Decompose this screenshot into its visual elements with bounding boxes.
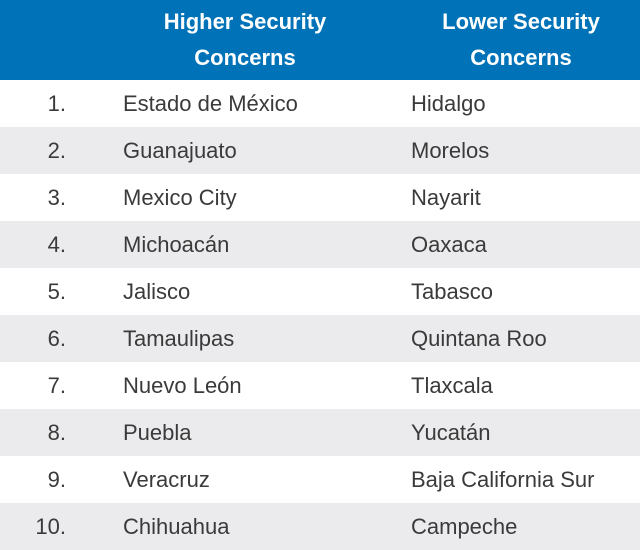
table-row: 4. Michoacán Oaxaca [0,221,640,268]
header-line: Higher Security [163,9,327,34]
table-row: 3. Mexico City Nayarit [0,174,640,221]
lower-concern-cell: Campeche [411,514,518,539]
rank-cell: 9. [47,467,66,492]
lower-concern-cell: Hidalgo [411,91,486,116]
higher-concern-cell: Michoacán [123,232,230,257]
rank-cell: 7. [47,373,66,398]
higher-concern-cell: Veracruz [123,467,210,492]
header-higher-security: Higher Security Concerns [115,4,375,76]
higher-concern-cell: Guanajuato [123,138,237,163]
rank-cell: 4. [47,232,66,257]
table-row: 2. Guanajuato Morelos [0,127,640,174]
header-line: Concerns [470,45,572,70]
higher-concern-cell: Tamaulipas [123,326,235,351]
table-row: 5. Jalisco Tabasco [0,268,640,315]
lower-concern-cell: Morelos [411,138,490,163]
higher-concern-cell: Estado de México [123,91,298,116]
table-row: 9. Veracruz Baja California Sur [0,456,640,503]
lower-concern-cell: Baja California Sur [411,467,595,492]
table-body: 1. Estado de México Hidalgo 2. Guanajuato Mor… [0,80,640,550]
lower-concern-cell: Tlaxcala [411,373,493,398]
rank-cell: 1. [47,91,66,116]
header-lower-security: Lower Security Concerns [391,4,640,76]
lower-concern-cell: Tabasco [411,279,493,304]
lower-concern-cell: Quintana Roo [411,326,547,351]
higher-concern-cell: Jalisco [123,279,191,304]
higher-concern-cell: Nuevo León [123,373,242,398]
lower-concern-cell: Nayarit [411,185,481,210]
lower-concern-cell: Oaxaca [411,232,487,257]
table-row: 10. Chihuahua Campeche [0,503,640,550]
table-row: 7. Nuevo León Tlaxcala [0,362,640,409]
rank-cell: 6. [47,326,66,351]
table-row: 6. Tamaulipas Quintana Roo [0,315,640,362]
higher-concern-cell: Mexico City [123,185,237,210]
rank-cell: 2. [47,138,66,163]
table-row: 1. Estado de México Hidalgo [0,80,640,127]
higher-concern-cell: Chihuahua [123,514,230,539]
table-header: Higher Security Concerns Lower Security … [0,0,640,80]
rank-cell: 5. [47,279,66,304]
table-row: 8. Puebla Yucatán [0,409,640,456]
lower-concern-cell: Yucatán [411,420,491,445]
header-line: Concerns [194,45,296,70]
higher-concern-cell: Puebla [123,420,192,445]
rank-cell: 3. [47,185,66,210]
rank-cell: 10. [35,514,66,539]
rank-cell: 8. [47,420,66,445]
header-line: Lower Security [442,9,600,34]
